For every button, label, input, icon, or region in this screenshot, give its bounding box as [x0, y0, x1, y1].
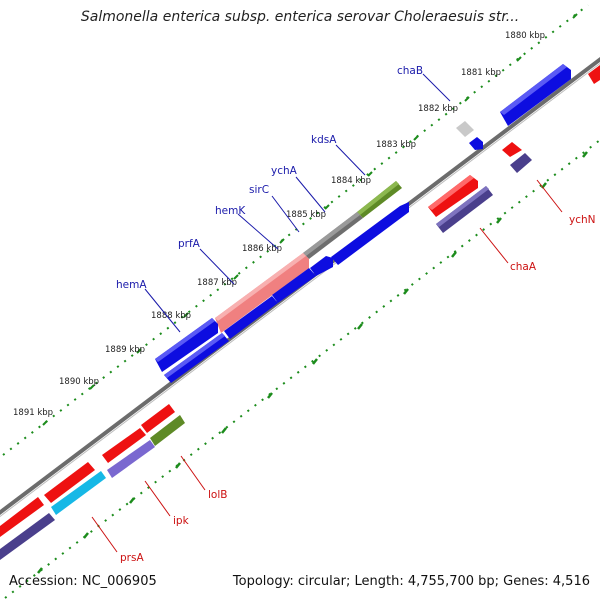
gene-arrow[interactable] — [150, 415, 185, 446]
gene-label-ychA[interactable]: ychA — [271, 165, 298, 177]
gene-arrow — [428, 175, 474, 210]
gene-arrow[interactable] — [102, 428, 146, 463]
inner-dotted-ring — [4, 139, 600, 599]
gene-arrow[interactable] — [469, 137, 483, 150]
kbp-label: 1890 kbp — [59, 377, 99, 387]
gene-label-hemK[interactable]: hemK — [215, 205, 246, 217]
gene-arrow — [436, 186, 489, 227]
gene-label-ychN[interactable]: ychN — [569, 214, 596, 226]
gene-label-prsA[interactable]: prsA — [120, 552, 144, 564]
gene-arrow-ychN[interactable] — [502, 142, 522, 157]
accession-text: Accession: NC_006905 — [9, 574, 157, 589]
gene-arrow[interactable] — [588, 65, 600, 84]
outer-ring-ticks — [42, 13, 578, 426]
gene-arrow[interactable] — [224, 296, 278, 339]
kbp-label: 1891 kbp — [13, 408, 53, 418]
gene-labels-forward: chaB kdsA ychA sirC hemK prfA hemA — [116, 65, 423, 291]
kbp-tick-labels: 1880 kbp 1881 kbp 1882 kbp 1883 kbp 1884… — [13, 31, 545, 418]
label-leaders-red — [91, 179, 563, 553]
kbp-label: 1884 kbp — [331, 176, 371, 186]
gene-label-kdsA[interactable]: kdsA — [311, 134, 337, 146]
gene-arrow-chaA[interactable] — [436, 186, 493, 233]
kbp-label: 1880 kbp — [505, 31, 545, 41]
gene-label-prfA[interactable]: prfA — [178, 238, 201, 250]
gene-arrow[interactable] — [164, 333, 229, 383]
genome-summary-text: Topology: circular; Length: 4,755,700 bp… — [232, 574, 590, 589]
gene-arrow-hemA[interactable] — [155, 318, 218, 372]
organism-title: Salmonella enterica subsp. enterica sero… — [80, 9, 520, 25]
outer-dotted-ring — [2, 4, 589, 456]
gene-label-lolB[interactable]: lolB — [208, 489, 227, 501]
gene-label-ipk[interactable]: ipk — [173, 515, 190, 527]
gene-label-hemA[interactable]: hemA — [116, 279, 147, 291]
gene-arrow[interactable] — [0, 497, 44, 537]
kbp-label: 1882 kbp — [418, 104, 458, 114]
label-leaders-blue — [144, 73, 451, 333]
kbp-label: 1885 kbp — [286, 210, 326, 220]
gene-arrow-hemK — [215, 253, 306, 321]
gene-arrow-ychN[interactable] — [510, 153, 532, 173]
gene-arrow-hemA — [155, 318, 215, 362]
kbp-label: 1881 kbp — [461, 68, 501, 78]
gene-arrow-hemK[interactable] — [215, 253, 309, 333]
kbp-label: 1886 kbp — [242, 244, 282, 254]
gene-arrow[interactable] — [500, 64, 571, 126]
gene-arrow[interactable] — [272, 268, 316, 303]
gene-arrow[interactable] — [51, 471, 106, 515]
gene-arrow[interactable] — [107, 440, 155, 478]
gene-arrow[interactable] — [141, 404, 175, 433]
gene-label-chaB[interactable]: chaB — [397, 65, 423, 77]
gene-arrow-ychA — [303, 212, 360, 256]
kbp-label: 1883 kbp — [376, 140, 416, 150]
gene-label-sirC[interactable]: sirC — [249, 184, 269, 196]
gene-arrow[interactable] — [310, 256, 333, 276]
gene-labels-reverse: ychN chaA lolB ipk prsA — [120, 214, 596, 564]
gene-arrow — [164, 333, 225, 378]
gene-arrow-kdsA — [357, 181, 399, 215]
gene-arrow-chaA[interactable] — [428, 175, 478, 217]
kbp-label: 1888 kbp — [151, 311, 191, 321]
gene-arrow-chaB[interactable] — [456, 121, 474, 137]
gene-arrow[interactable] — [44, 462, 95, 503]
gene-arrow — [500, 64, 567, 115]
inner-ring-ticks — [37, 151, 588, 574]
gene-arrow[interactable] — [331, 202, 409, 265]
gene-arrow[interactable] — [0, 513, 55, 560]
kbp-label: 1887 kbp — [197, 278, 237, 288]
gene-label-chaA[interactable]: chaA — [510, 261, 537, 273]
kbp-label: 1889 kbp — [105, 345, 145, 355]
